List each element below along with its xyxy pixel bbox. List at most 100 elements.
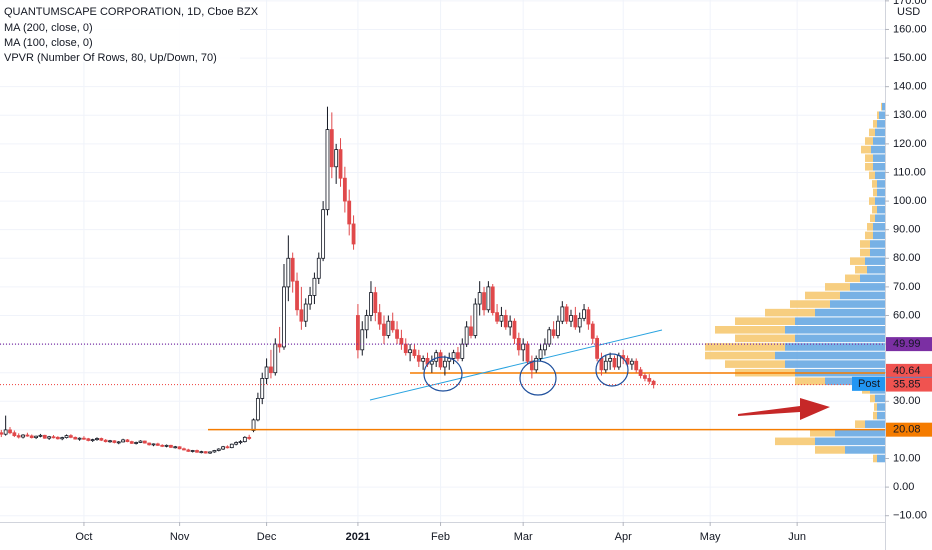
vp-down [873, 120, 877, 128]
candle-body [347, 200, 352, 225]
candle-body [151, 443, 156, 446]
vp-down [725, 360, 785, 368]
vp-up [877, 180, 885, 188]
price-tag-label: 49.99 [893, 338, 921, 350]
vp-up [840, 291, 885, 300]
x-tick-label: 2021 [346, 531, 370, 543]
candle-body [164, 444, 169, 447]
candle-body [416, 355, 421, 362]
vp-up [877, 120, 885, 128]
candle-body [603, 360, 608, 371]
y-tick-label: 60.00 [893, 309, 921, 321]
candle-body [512, 320, 517, 339]
candle-body [334, 149, 339, 168]
candle-body [234, 442, 239, 445]
candle-body [338, 149, 343, 179]
candle-body [160, 444, 165, 447]
vp-up [875, 197, 885, 205]
vp-up [785, 343, 885, 351]
vp-down [735, 334, 795, 343]
price-tag-label: 40.64 [893, 365, 921, 377]
indicator: MA (200, close, 0) [4, 22, 93, 34]
vp-down [869, 197, 875, 205]
candle-body [303, 303, 308, 322]
vp-up [877, 411, 885, 420]
candle-body [290, 257, 295, 282]
candle-body [538, 349, 543, 359]
vp-up [785, 360, 885, 368]
candle-body [421, 357, 426, 362]
circle [519, 360, 557, 396]
x-tick-label: Feb [431, 531, 450, 543]
vp-up [850, 283, 885, 291]
vp-up [815, 308, 885, 317]
vp-down [874, 403, 877, 411]
vp-up [873, 154, 885, 162]
vp-down [810, 428, 835, 437]
candle-body [208, 451, 212, 454]
candle-body [456, 352, 460, 359]
price-tag [886, 422, 932, 437]
axes: −10.000.0010.0020.0030.0040.0050.0060.00… [75, 0, 932, 543]
candle-body [51, 436, 56, 439]
candle-body [329, 129, 334, 168]
vp-down [877, 111, 879, 120]
candle-body [251, 419, 256, 431]
price-tag-label: 20.08 [893, 424, 921, 436]
y-tick-label: 150.00 [893, 52, 927, 64]
x-tick-label: May [700, 531, 721, 543]
candle-body [38, 434, 43, 437]
candle-body [68, 435, 73, 438]
vp-up [875, 394, 885, 403]
vp-up [785, 325, 885, 334]
candle-body [360, 329, 365, 351]
price-tag-label: 35.85 [893, 378, 921, 390]
y-tick-label: 100.00 [893, 195, 927, 207]
vp-up [882, 102, 885, 111]
vp-up [865, 420, 885, 428]
candle-body [3, 429, 8, 435]
vp-down [873, 411, 877, 420]
vp-up [877, 403, 885, 411]
vp-up [870, 248, 885, 257]
y-tick-label: −10.00 [893, 510, 927, 522]
x-tick-label: Nov [170, 531, 190, 543]
vp-up [845, 446, 885, 454]
candle-body [551, 329, 556, 336]
candle-body [399, 337, 404, 345]
candle-body [573, 315, 578, 328]
candle-body [442, 360, 447, 368]
candle-body [560, 306, 565, 322]
candle-body [203, 451, 208, 454]
candle-body [429, 360, 434, 365]
y-tick-label: 80.00 [893, 252, 921, 264]
candle-body [608, 357, 613, 362]
candle-body [173, 446, 178, 449]
vp-up [865, 257, 885, 265]
price-tag [886, 337, 932, 352]
candle-body [508, 320, 513, 328]
candle-body [373, 292, 378, 314]
candle-body [255, 398, 260, 421]
candle-body [616, 355, 621, 368]
vp-down [715, 325, 785, 334]
vp-down [845, 274, 860, 283]
candle-body [521, 343, 526, 351]
vp-up [795, 317, 885, 325]
candle-body [577, 317, 582, 328]
x-tick-label: Mar [514, 531, 533, 543]
vp-down [865, 154, 873, 162]
candle-body [312, 277, 317, 296]
candle-body [169, 444, 173, 448]
candle-body [34, 435, 38, 439]
volume-profile [705, 102, 885, 463]
candle-body [612, 357, 617, 368]
candle-body [82, 437, 86, 440]
highlight-circles [423, 353, 629, 396]
candle-body [199, 451, 204, 454]
vp-down [795, 377, 825, 386]
candle-body [451, 352, 456, 359]
candle-body [42, 434, 47, 439]
